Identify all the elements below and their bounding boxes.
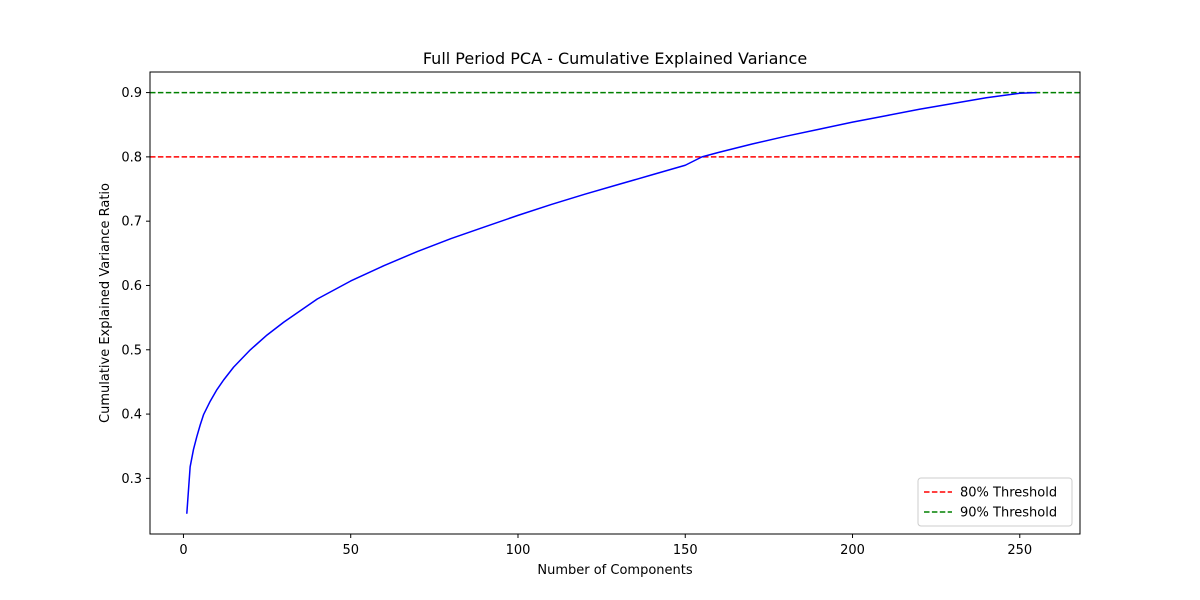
x-tick-label: 250 (1007, 543, 1032, 558)
y-tick-label: 0.3 (121, 472, 142, 487)
y-tick-label: 0.4 (121, 408, 142, 423)
y-tick-label: 0.9 (121, 86, 142, 101)
chart-title: Full Period PCA - Cumulative Explained V… (423, 49, 807, 68)
plot-area: 0 50 100 150 200 250 0.3 0.4 0.5 0.6 0.7 0.8 0.9 (121, 71, 1081, 558)
legend-entry-label: 80% Threshold (960, 486, 1057, 501)
y-axis-label: Cumulative Explained Variance Ratio (98, 183, 113, 423)
legend-entry-label: 90% Threshold (960, 506, 1057, 521)
x-tick-label: 100 (506, 543, 531, 558)
y-tick-label: 0.8 (121, 150, 142, 165)
x-tick-label: 150 (673, 543, 698, 558)
legend-box (917, 477, 1073, 527)
axes-frame (149, 71, 1081, 535)
x-axis-label: Number of Components (537, 563, 692, 578)
y-tick-label: 0.6 (121, 279, 142, 294)
series-line-1 (186, 91, 1037, 514)
y-tick-label: 0.5 (121, 343, 142, 358)
x-tick-label: 0 (179, 543, 187, 558)
y-tick-label: 0.7 (121, 215, 142, 230)
x-tick-label: 50 (342, 543, 359, 558)
legend: 80% Threshold 90% Threshold (917, 477, 1073, 527)
x-tick-label: 200 (840, 543, 865, 558)
